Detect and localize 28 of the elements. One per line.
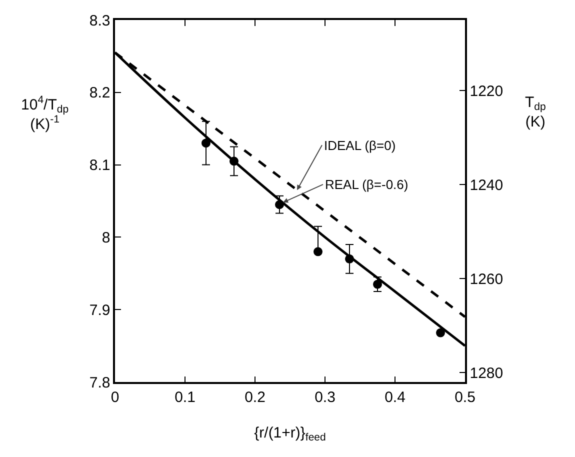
point: [314, 247, 322, 256]
point: [345, 254, 354, 264]
y2-tick-label: 1240: [470, 176, 504, 194]
y-tick-label: 8.1: [89, 157, 110, 174]
point: [230, 156, 238, 166]
y2-tick-label: 1280: [470, 364, 504, 382]
y2-tick-label: 1260: [470, 270, 504, 288]
x-tick-label: 0.4: [384, 388, 406, 406]
point: [202, 138, 210, 148]
x-tick-label: 0.1: [174, 388, 196, 406]
annotation: IDEAL (β=0): [324, 138, 396, 153]
y-tick-label: 8.2: [89, 84, 110, 102]
y-tick-label: 7.9: [89, 302, 110, 319]
y2-axis-title: T$_{dp}$ (K): [525, 94, 546, 130]
y-axis-title: 10$^{4}$/T$_{dp}$ (K)$^{-1}$: [21, 94, 69, 133]
y-tick-label: 8.3: [89, 12, 110, 30]
x-tick-label: 0: [110, 388, 120, 406]
x-axis-title: {r/(1+r)}$_{feed}$: [254, 424, 326, 444]
point: [436, 328, 445, 338]
annotation: REAL (β=-0.6): [325, 177, 408, 192]
x-tick-label: 0.5: [454, 388, 476, 406]
point: [373, 280, 382, 289]
y2-tick-label: 1220: [470, 82, 504, 100]
y-tick-label: 7.8: [89, 374, 110, 392]
x-tick-label: 0.3: [314, 388, 336, 406]
x-tick-label: 0.2: [244, 388, 266, 406]
y-tick-label: 8: [102, 229, 110, 246]
point: [275, 200, 284, 210]
